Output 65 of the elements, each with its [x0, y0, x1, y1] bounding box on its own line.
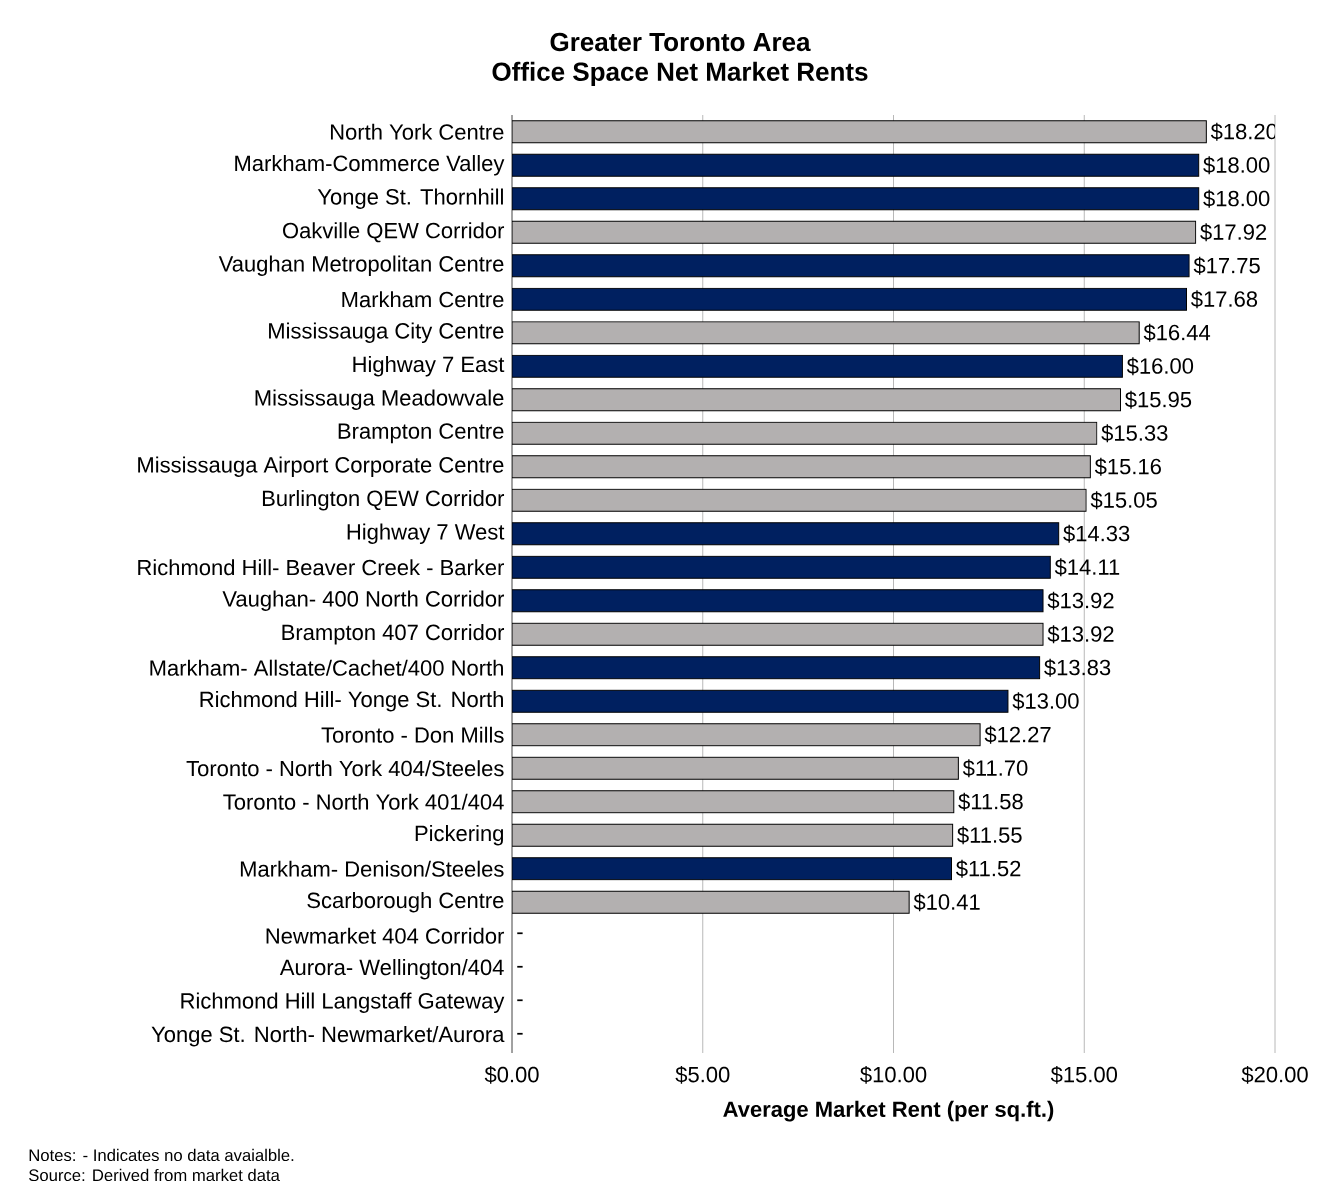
- y-tick-label: Brampton Centre: [338, 423, 504, 444]
- data-label: $11.70: [962, 759, 1028, 778]
- data-label: $15.05: [1090, 491, 1157, 510]
- data-label: $14.11: [1054, 558, 1120, 577]
- data-label: $17.92: [1200, 223, 1267, 242]
- data-label: $15.95: [1124, 390, 1192, 409]
- y-tick-label: Markham- Allstate/Cachet/400 North: [150, 659, 503, 676]
- data-label: $13.83: [1044, 658, 1111, 677]
- data-label: $14.33: [1063, 524, 1130, 543]
- y-tick-label: Aurora- Wellington/404: [279, 959, 504, 980]
- x-tick-label: $5.00: [675, 1065, 730, 1084]
- y-tick-label: Toronto - Don Mills: [321, 726, 504, 743]
- y-tick-label: Scarborough Centre: [307, 892, 504, 913]
- y-tick-label: Mississauga City Centre: [269, 322, 504, 343]
- y-tick-label: Highway 7 East: [353, 356, 505, 377]
- y-tick-label: Mississauga Airport Corporate Centre: [138, 456, 504, 477]
- data-label: $13.92: [1047, 591, 1114, 610]
- y-tick-label: Richmond Hill Langstaff Gateway: [181, 992, 505, 1014]
- data-label: $16.44: [1143, 323, 1211, 342]
- y-tick-label: Toronto - North York 401/404: [223, 793, 504, 810]
- data-label: $11.55: [957, 826, 1022, 845]
- y-tick-label: Brampton 407 Corridor: [282, 624, 505, 645]
- y-tick-label: Toronto - North York 404/Steeles: [186, 760, 504, 777]
- data-label: $13.92: [1047, 625, 1114, 644]
- data-label: $18.00: [1203, 156, 1270, 175]
- y-tick-label: Mississauga Meadowvale: [255, 389, 504, 410]
- text: Notes: - Indicates no data avaialble.: [29, 1148, 294, 1162]
- y-tick-label: Burlington QEW Corridor: [262, 490, 505, 511]
- y-tick-label: Markham- Denison/Steeles: [240, 860, 504, 877]
- data-label: $15.33: [1101, 424, 1168, 443]
- x-tick-label: $15.00: [1050, 1065, 1118, 1084]
- y-tick-label: Oakville QEW Corridor: [283, 222, 505, 243]
- chart-subtitle: Office Space Net Market Rents: [492, 61, 868, 87]
- y-tick-label: Yonge St. Thornhill: [317, 188, 503, 209]
- text: -: [517, 1032, 523, 1035]
- data-label: $13.00: [1012, 692, 1079, 711]
- y-tick-label: North York Centre: [330, 123, 504, 140]
- y-tick-label: Richmond Hill- Yonge St. North: [200, 691, 503, 712]
- y-tick-label: Richmond Hill- Beaver Creek - Barker: [138, 559, 505, 576]
- data-label: $11.58: [958, 792, 1023, 811]
- y-tick-label: Pickering: [415, 825, 504, 846]
- y-tick-label: Yonge St. North- Newmarket/Aurora: [151, 1026, 505, 1047]
- data-label: $16.00: [1126, 357, 1194, 376]
- y-tick-label: Newmarket 404 Corridor: [266, 927, 505, 944]
- x-tick-label: $10.00: [860, 1065, 927, 1084]
- y-tick-label: Markham-Commerce Valley: [235, 155, 505, 176]
- data-label: $10.41: [913, 893, 980, 912]
- data-label: $11.52: [955, 859, 1021, 878]
- chart-title: Greater Toronto Area: [550, 32, 811, 52]
- y-tick-label: Vaughan- 400 North Corridor: [222, 590, 505, 612]
- data-label: $17.68: [1190, 290, 1258, 309]
- source-note: Source: Derived from market data: [29, 1168, 280, 1182]
- data-label: $12.27: [984, 725, 1051, 744]
- text: -: [517, 965, 523, 968]
- text: -: [517, 999, 523, 1002]
- y-tick-label: Markham Centre: [342, 291, 504, 308]
- data-label: $18.00: [1203, 189, 1270, 208]
- x-tick-label: $20.00: [1241, 1065, 1308, 1084]
- y-tick-label: Vaughan Metropolitan Centre: [218, 255, 504, 276]
- text: -: [517, 932, 523, 935]
- x-axis-title: Average Market Rent (per sq.ft.): [723, 1100, 1054, 1122]
- data-label: $15.16: [1094, 457, 1161, 476]
- y-tick-label: Highway 7 West: [347, 523, 505, 545]
- x-tick-label: $0.00: [484, 1065, 539, 1084]
- data-label: $17.75: [1193, 256, 1260, 275]
